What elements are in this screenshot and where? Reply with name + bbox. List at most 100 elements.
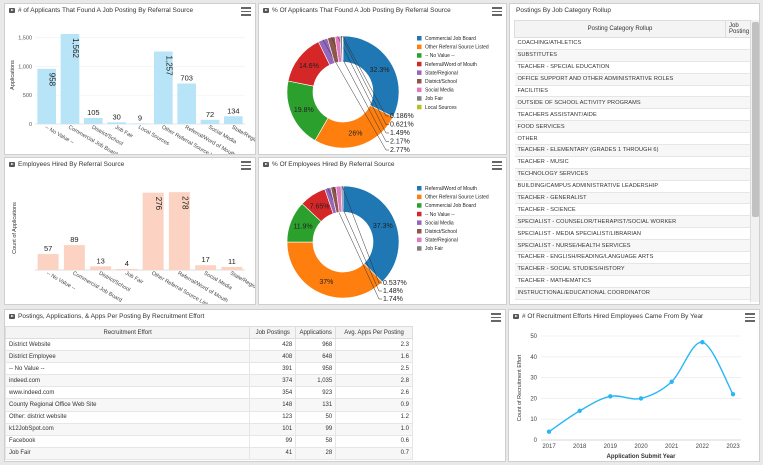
table-row[interactable]: TEACHER - SPECIAL EDUCATION <box>514 61 750 74</box>
legend-swatch <box>417 96 422 101</box>
job-posting-cell <box>725 192 750 205</box>
postings-cell: 428 <box>249 337 297 352</box>
table-row[interactable]: OTHER <box>514 132 750 146</box>
category-cell: SPECIALIST - COUNSELOR/THERAPIST/SOCIAL … <box>514 215 726 229</box>
leader-line <box>333 186 382 292</box>
hamburger-menu-icon[interactable] <box>492 161 502 170</box>
table-row[interactable]: TEACHER - ELEMENTARY (GRADES 1 THROUGH 6… <box>514 144 750 157</box>
bar <box>195 265 217 270</box>
table-row[interactable]: www.indeed.com 354 923 2.6 <box>5 386 413 400</box>
column-header[interactable]: Recruitment Effort <box>5 326 251 339</box>
table-row[interactable]: FOOD SERVICES <box>514 120 750 134</box>
table-row[interactable]: INSTRUCTIONAL/EDUCATIONAL COORDINATOR <box>514 287 750 300</box>
category-cell: SPECIALIST - MEDIA SPECIALIST/LIBRARIAN <box>514 227 726 241</box>
play-icon[interactable] <box>513 314 519 319</box>
data-point <box>638 396 644 401</box>
applications-cell: 958 <box>295 362 337 376</box>
column-header[interactable]: Job Posting <box>725 20 750 38</box>
legend-label: State/Regional <box>425 70 458 76</box>
table-row[interactable]: TEACHER - SOCIAL STUDIES/HISTORY <box>514 263 750 276</box>
bar <box>116 268 138 270</box>
table-row[interactable]: k12JobSpot.com 101 99 1.0 <box>5 422 413 436</box>
table-row[interactable]: COACHING/ATHLETICS1 <box>514 37 750 50</box>
legend-label: Commercial Job Board <box>425 203 476 209</box>
play-icon[interactable] <box>263 8 269 13</box>
job-category-title: Postings By Job Category Rollup <box>516 7 612 14</box>
bar <box>60 33 80 124</box>
legend-swatch <box>417 237 422 243</box>
hamburger-menu-icon[interactable] <box>241 161 251 170</box>
slice-label: 19.8% <box>294 107 314 114</box>
data-label: 703 <box>180 73 193 82</box>
avg-cell: 2.8 <box>335 374 413 388</box>
job-posting-cell <box>725 215 750 229</box>
table-row[interactable]: SPECIALIST - NURSE/HEALTH SERVICES <box>514 239 750 253</box>
panel-title: Postings By Job Category Rollup <box>516 7 611 14</box>
recruitment-effort-panel: Postings, Applications, & Apps Per Posti… <box>4 309 506 462</box>
table-row[interactable]: Other: district website 123 50 1.2 <box>5 410 413 424</box>
leader-line <box>327 188 382 300</box>
table-row[interactable]: District Employee 408 648 1.6 <box>5 350 413 364</box>
slice-label: 1.74% <box>383 296 403 303</box>
table-row[interactable]: -- No Value -- 391 958 2.5 <box>5 362 413 376</box>
play-icon[interactable] <box>9 8 15 13</box>
category-cell: TEACHER - SCIENCE <box>514 203 726 217</box>
play-icon[interactable] <box>9 314 15 319</box>
leader-line <box>342 35 389 117</box>
legend-swatch <box>417 87 422 93</box>
panel-title: % Of Employees Hired By Referral Source <box>263 161 394 168</box>
table-row[interactable]: FACILITIES <box>514 85 750 98</box>
table-row[interactable]: TEACHER - SCIENCE <box>514 203 750 217</box>
table-row[interactable]: SPECIALIST - COUNSELOR/THERAPIST/SOCIAL … <box>514 215 750 229</box>
table-row[interactable]: OUTSIDE OF SCHOOL ACTIVITY PROGRAMS <box>514 96 750 110</box>
hamburger-menu-icon[interactable] <box>241 7 251 16</box>
table-row[interactable]: County Regional Office Web Site 148 131 0.9 <box>5 398 413 412</box>
scrollbar-thumb[interactable] <box>752 22 759 217</box>
table-row[interactable]: SPECIALIST - MEDIA SPECIALIST/LIBRARIAN <box>514 227 750 241</box>
hamburger-menu-icon[interactable] <box>491 313 501 322</box>
table-row[interactable]: TEACHERS ASSISTANT/AIDE <box>514 108 750 122</box>
table-row[interactable]: TEACHER - GENERALIST <box>514 192 750 205</box>
x-tick-label: 2020 <box>634 444 648 450</box>
legend-swatch <box>417 229 422 234</box>
table-row[interactable]: indeed.com 374 1,035 2.8 <box>5 374 413 388</box>
table-row[interactable]: TEACHER - MUSIC <box>514 156 750 169</box>
column-header[interactable]: Job Postings <box>249 326 297 339</box>
table-row[interactable]: TECHNOLOGY SERVICES <box>514 168 750 181</box>
table-row[interactable]: TEACHER - ENGLISH/READING/LANGUAGE ARTS <box>514 251 750 264</box>
avg-cell: 0.6 <box>335 434 413 448</box>
play-icon[interactable] <box>9 162 15 167</box>
category-cell: TECHNOLOGY SERVICES <box>514 168 726 181</box>
legend-label: Social Media <box>425 88 454 94</box>
table-row[interactable]: BUILDING/CAMPUS ADMINISTRATIVE LEADERSHI… <box>514 180 750 193</box>
bar <box>107 122 126 124</box>
category-cell: COACHING/ATHLETICS <box>514 37 726 50</box>
column-header[interactable]: Posting Category Rollup <box>514 20 727 38</box>
effort-cell: District Employee <box>5 350 251 364</box>
applications-cell: 58 <box>295 434 337 448</box>
table-row[interactable]: SUBSTITUTES <box>514 49 750 62</box>
y-tick-label: 40 <box>530 355 537 361</box>
column-header[interactable]: Avg. Apps Per Posting <box>335 326 413 339</box>
y-tick-label: 1,000 <box>18 64 32 70</box>
x-tick-label: 2017 <box>542 444 556 450</box>
table-row[interactable]: Facebook 99 58 0.6 <box>5 434 413 448</box>
legend-label: Referral/Word of Mouth <box>425 186 477 192</box>
column-header[interactable]: Applications <box>295 326 337 339</box>
slice-label: 26% <box>348 131 362 138</box>
table-row[interactable]: OFFICE SUPPORT AND OTHER ADMINISTRATIVE … <box>514 73 750 86</box>
slice-label: 11.9% <box>293 224 312 231</box>
hamburger-menu-icon[interactable] <box>745 313 755 322</box>
table-row[interactable]: Job Fair 41 28 0.7 <box>5 446 413 460</box>
table-row[interactable]: TEACHER - MATHEMATICS <box>514 275 750 288</box>
job-category-table: Posting Category Rollup Job Posting COACHI… <box>514 20 750 300</box>
job-category-table-wrap: Posting Category Rollup Job Posting COACHI… <box>514 20 750 302</box>
avg-cell: 2.5 <box>335 362 413 376</box>
data-label: 11 <box>228 257 236 266</box>
applicants-by-referral-panel: # of Applicants That Found A Job Posting… <box>4 3 256 155</box>
hamburger-menu-icon[interactable] <box>492 7 502 16</box>
play-icon[interactable] <box>263 162 269 167</box>
leader-line <box>341 35 389 125</box>
table-row[interactable]: District Website 428 968 2.3 <box>5 337 413 352</box>
vertical-scrollbar[interactable] <box>750 20 759 302</box>
